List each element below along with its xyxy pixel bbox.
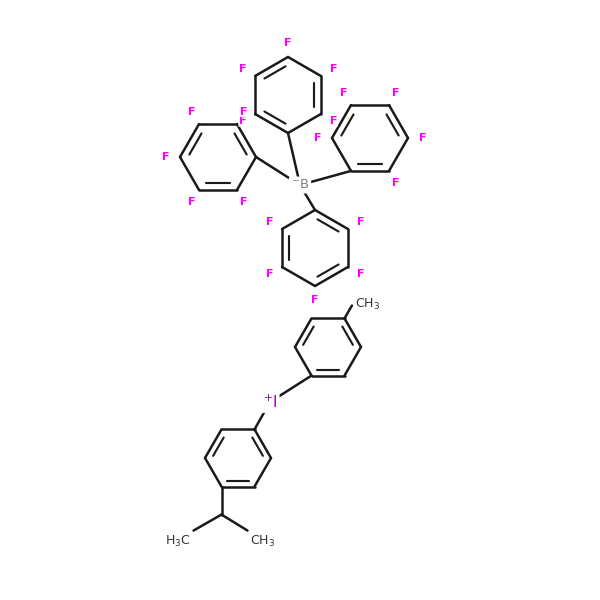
Text: F: F [356,269,364,279]
Text: F: F [239,116,247,126]
Text: F: F [188,107,196,116]
Text: F: F [392,88,400,98]
Text: F: F [356,217,364,227]
Text: F: F [266,269,274,279]
Text: CH$_3$: CH$_3$ [355,297,380,312]
Text: F: F [241,107,248,116]
Text: $^{+}$I: $^{+}$I [263,394,277,410]
Text: F: F [314,133,322,143]
Text: F: F [284,38,292,47]
Text: F: F [329,116,337,126]
Text: F: F [311,295,319,305]
Text: F: F [329,64,337,74]
Text: $^{-}$B: $^{-}$B [291,179,309,191]
Text: F: F [241,197,248,208]
Text: F: F [266,217,274,227]
Text: F: F [239,64,247,74]
Text: F: F [188,197,196,208]
Text: CH$_3$: CH$_3$ [251,533,275,548]
Text: F: F [162,152,169,162]
Text: H$_3$C: H$_3$C [165,533,191,548]
Text: F: F [340,88,347,98]
Text: F: F [392,178,400,188]
Text: F: F [419,133,426,143]
